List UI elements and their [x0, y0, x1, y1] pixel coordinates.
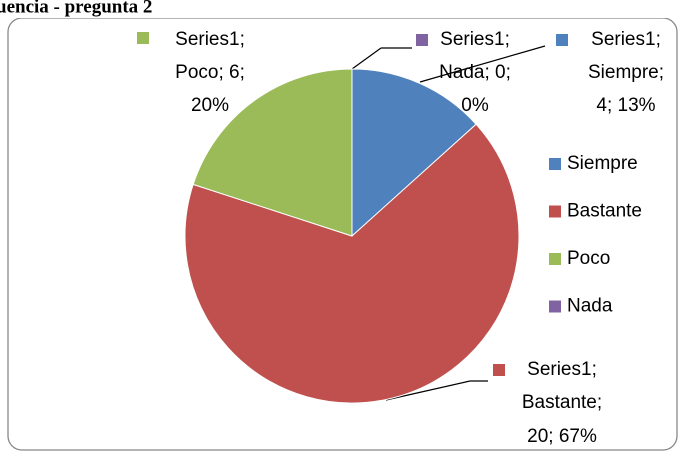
legend-swatch	[549, 205, 561, 218]
data-label: Nada; 0;	[439, 62, 511, 83]
legend-label: Nada	[567, 296, 613, 317]
data-label: Bastante;	[522, 392, 602, 413]
label-swatch	[493, 364, 505, 376]
legend-label: Bastante	[567, 201, 642, 222]
legend-label: Siempre	[567, 153, 638, 174]
data-label: 20%	[191, 95, 229, 116]
data-label: Series1;	[591, 29, 661, 50]
leader-line	[351, 47, 382, 70]
pie-slice	[184, 123, 520, 404]
data-label: Series1;	[440, 29, 510, 50]
title-band	[0, 0, 682, 18]
data-label: Poco; 6;	[175, 62, 245, 83]
data-label: Series1;	[527, 359, 597, 380]
legend-swatch	[549, 158, 561, 170]
data-label: 4; 13%	[596, 95, 655, 116]
legend-swatch	[549, 253, 561, 265]
data-label: Series1;	[175, 29, 245, 50]
leader-line	[419, 45, 546, 83]
label-swatch	[137, 32, 149, 44]
label-swatch	[556, 34, 568, 46]
pie-slice	[192, 68, 353, 237]
legend-label: Poco	[567, 248, 610, 269]
pie-slice	[351, 68, 477, 238]
data-label: 20; 67%	[527, 426, 597, 447]
leader-line	[385, 380, 471, 401]
legend-swatch	[549, 300, 561, 313]
chart-title: uencia - pregunta 2	[0, 0, 152, 17]
data-label: 0%	[461, 95, 489, 116]
label-swatch	[416, 34, 428, 46]
data-label: Siempre;	[588, 62, 664, 83]
